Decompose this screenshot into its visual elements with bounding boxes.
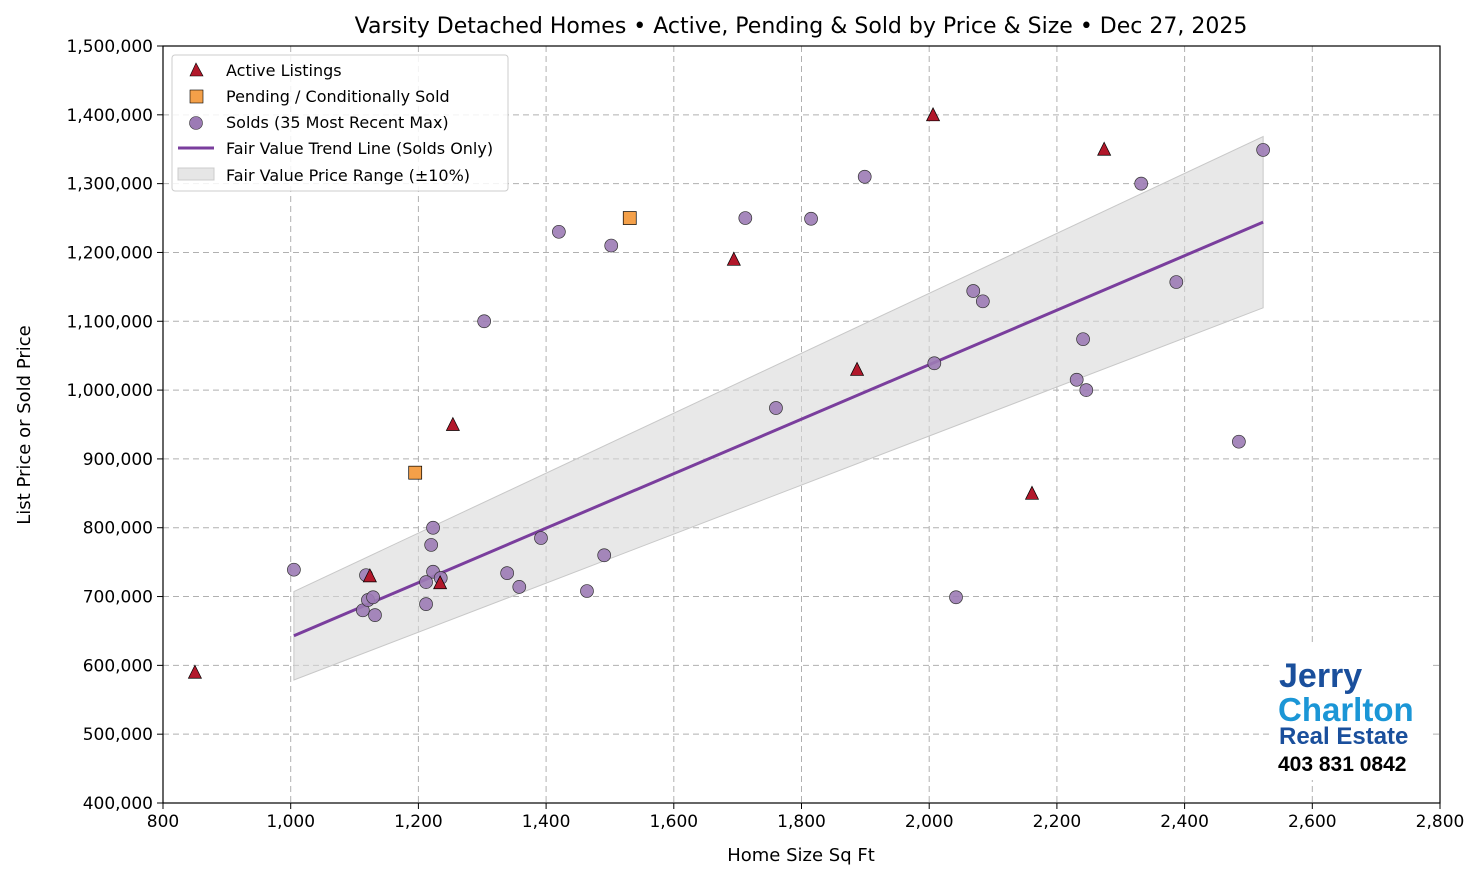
y-tick-label: 400,000 [83,794,153,814]
sold-point [419,597,433,611]
legend-solds: Solds (35 Most Recent Max) [226,113,449,132]
y-tick-label: 900,000 [83,450,153,470]
x-tick-label: 1,600 [649,812,698,832]
x-tick-label: 1,200 [394,812,443,832]
y-tick-label: 1,300,000 [66,175,153,195]
x-tick-label: 2,800 [1416,812,1465,832]
sold-point [534,531,548,545]
logo-line1: Jerry [1279,657,1362,695]
x-tick-label: 1,400 [522,812,571,832]
active-point [849,361,865,376]
active-point [925,107,941,122]
legend-pending: Pending / Conditionally Sold [226,87,450,106]
legend-active: Active Listings [226,61,342,80]
sold-point [366,590,380,605]
logo-line3: Real Estate [1279,723,1408,750]
sold-point [477,314,492,329]
sold-point [966,284,981,298]
sold-point [580,584,594,598]
sold-point [287,562,301,577]
legend: Active Listings Pending / Conditionally … [171,54,509,192]
sold-point [552,224,566,239]
x-tick-label: 800 [147,812,179,832]
active-point [726,251,741,266]
active-point [187,664,202,679]
logo-line2: Charlton [1278,691,1414,728]
y-tick-label: 800,000 [83,519,153,539]
y-tick-label: 1,500,000 [66,37,153,57]
sold-point [1256,143,1270,157]
active-point [433,574,448,590]
sold-point [857,169,872,184]
brand-logo: Jerry Charlton Real Estate 403 831 0842 [1270,642,1430,780]
trend-line [293,220,1264,638]
sold-point [1232,434,1246,449]
sold-point [426,520,440,535]
x-tick-label: 2,400 [1160,812,1209,832]
x-tick-label: 2,600 [1288,812,1337,832]
sold-point [769,401,783,415]
sold-point [738,211,753,225]
y-axis-label: List Price or Sold Price [14,325,35,524]
sold-point [597,548,612,563]
legend-triangle-icon [189,62,204,77]
sold-point [804,211,818,226]
logo-phone: 403 831 0842 [1278,753,1406,776]
y-tick-label: 1,000,000 [66,381,153,401]
sold-point [424,538,439,552]
x-tick-label: 1,000 [266,812,315,832]
y-tick-label: 1,100,000 [66,312,153,332]
legend-band: Fair Value Price Range (±10%) [226,166,470,185]
y-tick-label: 700,000 [83,588,153,608]
x-tick-label: 2,200 [1033,812,1082,832]
data-points [187,107,1270,679]
sold-point [1134,176,1149,191]
sold-point [1169,275,1184,289]
axis-ticks: 800 1,000 1,200 1,400 1,600 1,800 2,000 2,200 2,… [66,37,1464,832]
active-point [362,568,377,583]
x-tick-label: 2,000 [905,812,954,832]
y-tick-label: 600,000 [83,656,153,676]
active-point [445,416,460,431]
sold-point [604,238,619,253]
legend-square-icon [189,89,204,104]
legend-trend: Fair Value Trend Line (Solds Only) [226,139,493,158]
sold-point [975,294,990,309]
sold-point [927,356,942,371]
sold-point [1079,383,1094,397]
trend-line-segment [293,220,1264,638]
y-tick-label: 1,400,000 [66,106,153,126]
y-tick-label: 500,000 [83,725,153,745]
active-point [1024,485,1040,500]
sold-point [419,575,433,589]
y-tick-label: 1,200,000 [66,243,153,263]
sold-point [368,608,382,622]
sold-point [1069,372,1084,387]
legend-band-icon [177,167,215,181]
legend-circle-icon [189,116,203,130]
sold-point [512,580,527,594]
chart-title: Varsity Detached Homes • Active, Pending… [355,14,1248,39]
x-axis-label: Home Size Sq Ft [727,845,875,866]
x-tick-label: 1,800 [777,812,826,832]
sold-point [949,590,963,605]
sold-point [500,566,515,580]
active-point [1097,141,1112,156]
sold-point [1076,332,1090,347]
pending-point [622,211,637,225]
pending-point [408,465,423,480]
